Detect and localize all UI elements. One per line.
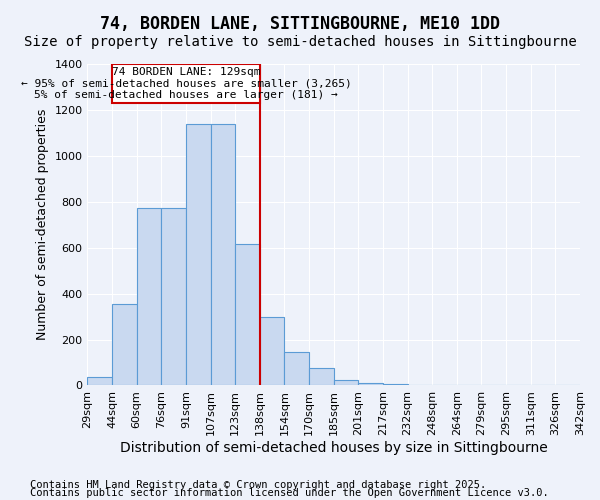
Bar xyxy=(186,124,211,386)
Text: Size of property relative to semi-detached houses in Sittingbourne: Size of property relative to semi-detach… xyxy=(23,35,577,49)
Bar xyxy=(88,378,112,386)
Bar xyxy=(334,380,358,386)
Bar xyxy=(309,368,334,386)
Bar xyxy=(137,208,161,386)
Bar xyxy=(383,384,407,386)
Text: 74, BORDEN LANE, SITTINGBOURNE, ME10 1DD: 74, BORDEN LANE, SITTINGBOURNE, ME10 1DD xyxy=(100,15,500,33)
Bar xyxy=(260,316,284,386)
Text: 74 BORDEN LANE: 129sqm
← 95% of semi-detached houses are smaller (3,265)
5% of s: 74 BORDEN LANE: 129sqm ← 95% of semi-det… xyxy=(20,67,351,100)
Bar xyxy=(235,244,260,386)
Bar xyxy=(211,124,235,386)
Bar xyxy=(284,352,309,386)
FancyBboxPatch shape xyxy=(112,64,260,103)
Text: Contains public sector information licensed under the Open Government Licence v3: Contains public sector information licen… xyxy=(30,488,549,498)
Bar xyxy=(358,383,383,386)
Text: Contains HM Land Registry data © Crown copyright and database right 2025.: Contains HM Land Registry data © Crown c… xyxy=(30,480,486,490)
X-axis label: Distribution of semi-detached houses by size in Sittingbourne: Distribution of semi-detached houses by … xyxy=(120,441,548,455)
Y-axis label: Number of semi-detached properties: Number of semi-detached properties xyxy=(36,109,49,340)
Bar xyxy=(161,208,186,386)
Bar xyxy=(112,304,137,386)
